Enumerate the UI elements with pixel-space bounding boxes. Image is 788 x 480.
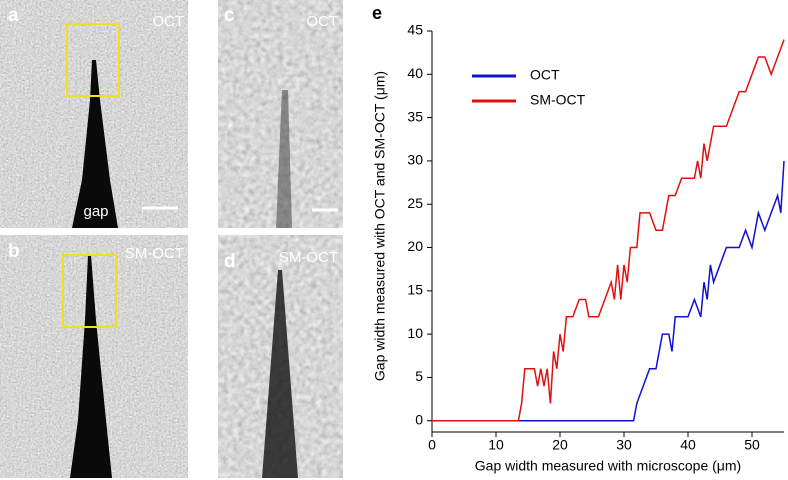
x-tick-label: 10: [488, 437, 504, 453]
gap-shadow: [276, 90, 292, 228]
y-tick-label: 30: [407, 152, 423, 168]
y-axis-label: Gap width measured with OCT and SM-OCT (…: [372, 71, 388, 381]
y-tick-label: 40: [407, 65, 423, 81]
image-label: SM-OCT: [279, 249, 338, 266]
image-label: OCT: [152, 13, 184, 30]
y-tick-label: 10: [407, 325, 423, 341]
y-tick-label: 45: [407, 22, 423, 38]
image-label: OCT: [306, 13, 338, 30]
panel-label: d: [224, 251, 236, 272]
image-label: SM-OCT: [125, 245, 184, 262]
annotation: gap: [83, 203, 108, 220]
panel-c: c OCT: [218, 0, 343, 228]
panel-label: b: [8, 241, 20, 262]
chart: e Gap width measured with microscope (μm…: [372, 3, 785, 474]
y-tick-label: 20: [407, 238, 423, 254]
y-tick-label: 5: [415, 368, 423, 384]
roi-box: [66, 23, 120, 97]
legend-label: OCT: [530, 67, 560, 83]
data-line: [432, 160, 785, 422]
panel-b: b SM-OCT: [0, 235, 188, 478]
y-tick-label: 0: [415, 411, 423, 427]
panel-label: c: [224, 5, 235, 26]
x-axis-label: Gap width measured with microscope (μm): [475, 458, 741, 474]
panel-d: d SM-OCT: [218, 235, 343, 478]
y-tick-label: 25: [407, 195, 423, 211]
x-tick-label: 0: [428, 437, 436, 453]
roi-box: [62, 254, 117, 328]
y-tick-label: 35: [407, 108, 423, 124]
legend-label: SM-OCT: [530, 92, 586, 108]
x-tick-label: 40: [680, 437, 696, 453]
x-tick-label: 50: [744, 437, 760, 453]
y-tick-label: 15: [407, 282, 423, 298]
panel-label: a: [8, 5, 19, 26]
gap-shadow: [70, 255, 112, 478]
panel-a: a OCT gap: [0, 0, 188, 228]
panel-label: e: [372, 3, 382, 23]
gap-shadow: [72, 60, 118, 228]
x-tick-label: 30: [616, 437, 632, 453]
gap-shadow: [262, 270, 298, 478]
x-tick-label: 20: [552, 437, 568, 453]
data-line: [432, 39, 785, 422]
